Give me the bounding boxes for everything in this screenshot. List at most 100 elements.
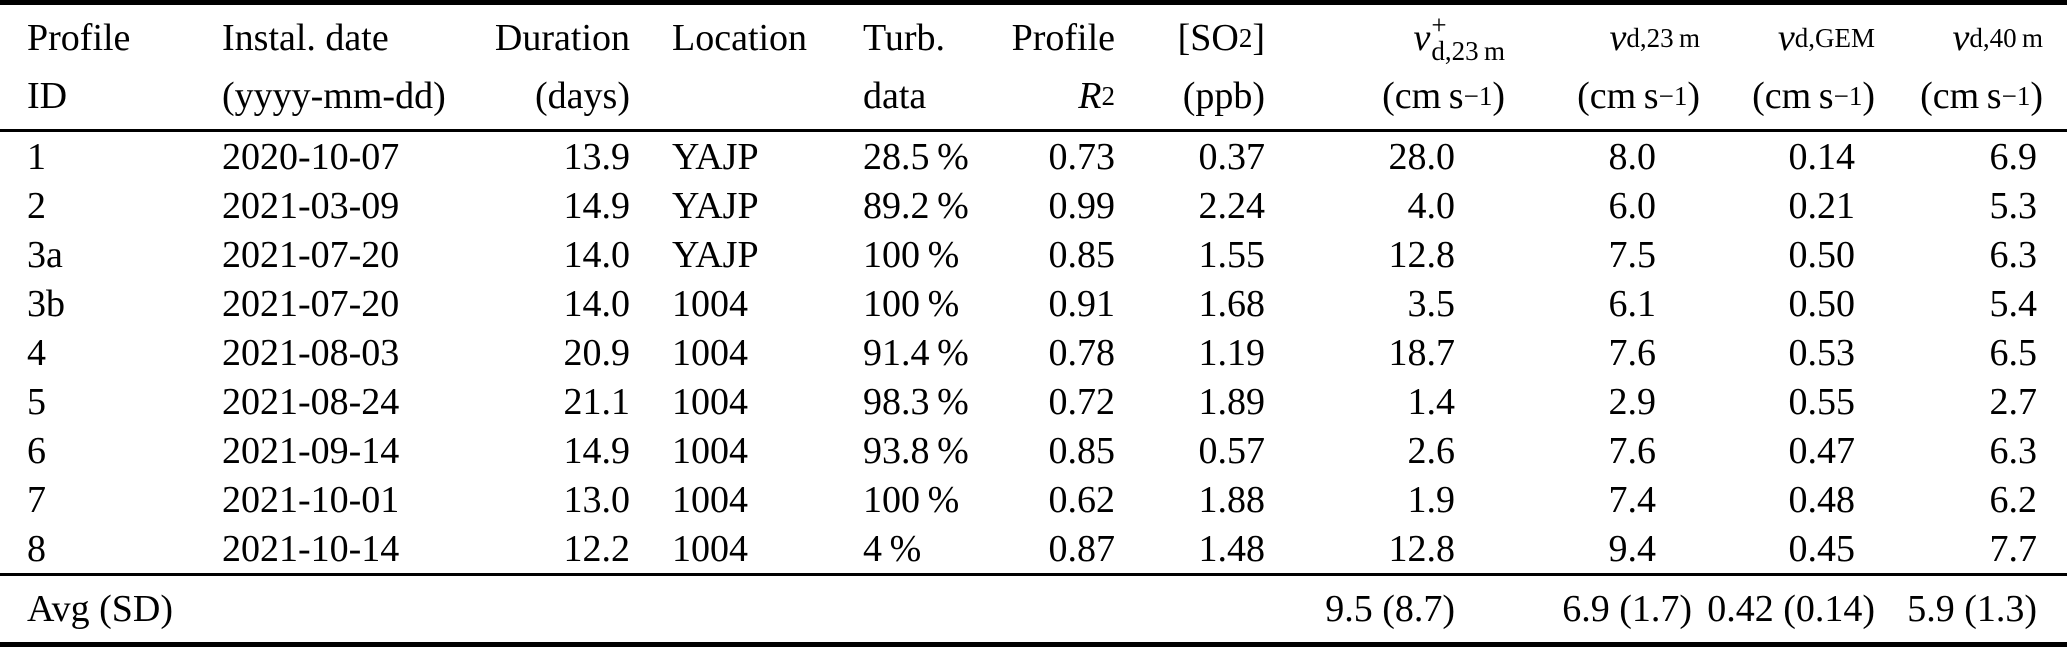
avg-cell-vd40m: 5.9 (1.3) <box>1875 573 2067 642</box>
table-footer: Avg (SD) 9.5 (8.7) 6.9 (1.7) 0.42 (0.14)… <box>0 573 2067 642</box>
cell-instal-date: 2020-10-07 <box>222 135 400 178</box>
cell-vd23m-plus: 12.8 <box>1388 527 1456 570</box>
col-header-vd23m-plus: v + d,23 m (cm s −1) <box>1270 5 1505 132</box>
cell-location: 1004 <box>672 282 748 325</box>
cell-turb-data: 93.8 % <box>863 429 969 472</box>
cell-vd23m-plus: 1.9 <box>1407 478 1456 521</box>
header-label-vd23m-plus: v + d,23 m <box>1413 10 1505 66</box>
cell-vd23m: 7.4 <box>1608 478 1657 521</box>
header-label: Location <box>672 17 808 59</box>
cell-location: YAJP <box>672 184 759 227</box>
header-label: ID <box>27 75 68 117</box>
cell-location: 1004 <box>672 380 748 423</box>
cell-so2: 0.57 <box>1198 429 1266 472</box>
table-row: 1 2020-10-07 13.9 YAJP 28.5 % 0.73 0.37 28.0 8.0… <box>0 132 2067 181</box>
cell-location: 1004 <box>672 331 748 374</box>
empty-cell <box>630 573 845 642</box>
cell-turb-data: 28.5 % <box>863 135 969 178</box>
header-label: Profile <box>27 17 131 59</box>
cell-vd40m: 6.2 <box>1989 478 2038 521</box>
empty-cell <box>1120 573 1270 642</box>
col-header-vd23m: v d,23 m (cm s −1) <box>1505 5 1700 132</box>
cell-so2: 0.37 <box>1198 135 1266 178</box>
cell-location: 1004 <box>672 527 748 570</box>
cell-profile-r2: 0.85 <box>1048 233 1116 276</box>
cell-instal-date: 2021-03-09 <box>222 184 400 227</box>
header-label-so2: [SO 2] <box>1177 17 1265 59</box>
col-header-profile-id: Profile ID <box>0 5 145 132</box>
header-label: data <box>863 75 927 117</box>
table-body: 1 2020-10-07 13.9 YAJP 28.5 % 0.73 0.37 28.0 8.0… <box>0 132 2067 573</box>
cell-duration: 14.9 <box>563 429 631 472</box>
header-unit-cms: (cm s −1) <box>1920 75 2043 117</box>
cell-vd23m: 7.6 <box>1608 331 1657 374</box>
cell-location: YAJP <box>672 135 759 178</box>
header-label: (ppb) <box>1182 75 1265 117</box>
table-row: 3a 2021-07-20 14.0 YAJP 100 % 0.85 1.55 12.8 7.5… <box>0 230 2067 279</box>
cell-profile-id: 5 <box>27 380 46 423</box>
cell-so2: 1.48 <box>1198 527 1266 570</box>
avg-cell-vdgem: 0.42 (0.14) <box>1700 573 1875 642</box>
cell-instal-date: 2021-08-03 <box>222 331 400 374</box>
subscript: d,23 m <box>1431 36 1505 66</box>
cell-turb-data: 89.2 % <box>863 184 969 227</box>
cell-vd40m: 6.5 <box>1989 331 2038 374</box>
cell-vd23m: 2.9 <box>1608 380 1657 423</box>
cell-vdgem: 0.14 <box>1788 135 1856 178</box>
header-label: Profile <box>1011 17 1115 59</box>
empty-cell <box>1005 573 1120 642</box>
cell-so2: 2.24 <box>1198 184 1266 227</box>
cell-profile-id: 3a <box>27 233 63 276</box>
cell-profile-id: 8 <box>27 527 46 570</box>
header-label: Instal. date <box>222 17 389 59</box>
cell-vd23m-plus: 18.7 <box>1388 331 1456 374</box>
header-label-vd23m: v d,23 m <box>1609 17 1700 59</box>
table-row: 3b 2021-07-20 14.0 1004 100 % 0.91 1.68 3.5 6.1 0… <box>0 279 2067 328</box>
cell-instal-date: 2021-10-14 <box>222 527 400 570</box>
cell-turb-data: 100 % <box>863 233 960 276</box>
cell-instal-date: 2021-08-24 <box>222 380 400 423</box>
cell-turb-data: 4 % <box>863 527 922 570</box>
header-unit-cms: (cm s −1) <box>1382 75 1505 117</box>
cell-vdgem: 0.50 <box>1788 233 1856 276</box>
cell-duration: 13.0 <box>563 478 631 521</box>
cell-vd23m: 7.5 <box>1608 233 1657 276</box>
cell-profile-id: 2 <box>27 184 46 227</box>
col-header-instal-date: Instal. date (yyyy-mm-dd) <box>145 5 446 132</box>
cell-profile-r2: 0.85 <box>1048 429 1116 472</box>
cell-profile-id: 1 <box>27 135 46 178</box>
cell-vd23m-plus: 12.8 <box>1388 233 1456 276</box>
cell-profile-id: 4 <box>27 331 46 374</box>
table-header: Profile ID Instal. date (yyyy-mm-dd) Dur… <box>0 5 2067 132</box>
col-header-turb-data: Turb. data <box>845 5 1005 132</box>
cell-instal-date: 2021-07-20 <box>222 233 400 276</box>
header-row: Profile ID Instal. date (yyyy-mm-dd) Dur… <box>0 5 2067 132</box>
cell-profile-r2: 0.87 <box>1048 527 1116 570</box>
cell-instal-date: 2021-07-20 <box>222 282 400 325</box>
cell-location: 1004 <box>672 429 748 472</box>
cell-vd23m-plus: 1.4 <box>1407 380 1456 423</box>
table-row: 6 2021-09-14 14.9 1004 93.8 % 0.85 0.57 2.6 7.6 0… <box>0 426 2067 475</box>
cell-profile-r2: 0.91 <box>1048 282 1116 325</box>
cell-so2: 1.55 <box>1198 233 1266 276</box>
cell-duration: 14.9 <box>563 184 631 227</box>
cell-vd40m: 5.3 <box>1989 184 2038 227</box>
cell-instal-date: 2021-09-14 <box>222 429 400 472</box>
cell-profile-id: 3b <box>27 282 65 325</box>
cell-vd40m: 7.7 <box>1989 527 2038 570</box>
avg-cell-vd23m: 6.9 (1.7) <box>1505 573 1700 642</box>
header-label: (days) <box>535 75 630 117</box>
avg-cell-vd23m-plus: 9.5 (8.7) <box>1270 573 1505 642</box>
cell-location: 1004 <box>672 478 748 521</box>
cell-vd23m-plus: 2.6 <box>1407 429 1456 472</box>
avg-label: Avg (SD) <box>0 573 173 642</box>
cell-vdgem: 0.21 <box>1788 184 1856 227</box>
table-row: 5 2021-08-24 21.1 1004 98.3 % 0.72 1.89 1.4 2.9 0… <box>0 377 2067 426</box>
cell-vdgem: 0.50 <box>1788 282 1856 325</box>
empty-cell <box>425 573 630 642</box>
cell-turb-data: 100 % <box>863 478 960 521</box>
table-row: 4 2021-08-03 20.9 1004 91.4 % 0.78 1.19 18.7 7.6… <box>0 328 2067 377</box>
cell-vd23m: 6.1 <box>1608 282 1657 325</box>
